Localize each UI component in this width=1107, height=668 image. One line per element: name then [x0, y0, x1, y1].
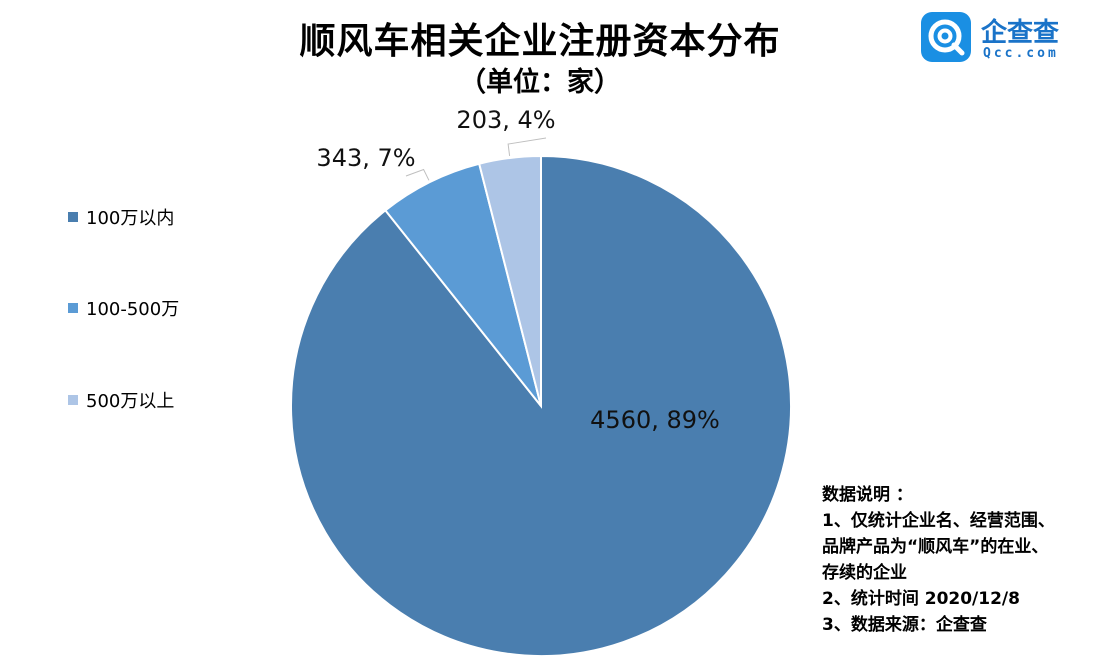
legend-item: 500万以上	[68, 387, 174, 413]
chart-subtitle: （单位：家）	[459, 67, 621, 98]
data-label: 343, 7%	[316, 144, 415, 172]
legend-swatch-100-500wan	[68, 303, 78, 313]
data-label: 203, 4%	[456, 106, 555, 134]
pie-slice	[383, 162, 542, 407]
qcc-logo-domain: Qcc.com	[983, 46, 1059, 61]
pie-slice	[477, 154, 542, 407]
notes-heading: 数据说明 ：	[822, 485, 913, 505]
notes-line: 1、仅统计企业名、经营范围、	[822, 511, 1055, 531]
notes-line: 存续的企业	[822, 563, 907, 583]
legend-item: 100万以内	[68, 204, 174, 230]
legend-item: 100-500万	[68, 295, 179, 321]
notes-line: 2、统计时间 2020/12/8	[822, 589, 1020, 609]
notes-line: 3、数据来源：企查查	[822, 615, 987, 635]
leader-line	[405, 168, 430, 181]
qcc-logo: 企查查 Qcc.com	[921, 12, 1081, 66]
chart-title: 顺风车相关企业注册资本分布	[299, 21, 781, 62]
qcc-logo-text: 企查查	[981, 18, 1060, 48]
legend-label: 100-500万	[86, 299, 180, 320]
legend-swatch-100wan-below	[68, 212, 78, 222]
legend-swatch-500wan-above	[68, 395, 78, 405]
legend-label: 500万以上	[86, 391, 175, 412]
leader-line	[507, 137, 547, 157]
data-notes: 数据说明 ： 1、仅统计企业名、经营范围、 品牌产品为“顺风车”的在业、 存续的…	[822, 482, 1107, 638]
notes-line: 品牌产品为“顺风车”的在业、	[822, 537, 1049, 557]
data-label: 4560, 89%	[590, 406, 720, 434]
qcc-logo-icon	[921, 12, 971, 62]
legend-label: 100万以内	[86, 208, 175, 229]
